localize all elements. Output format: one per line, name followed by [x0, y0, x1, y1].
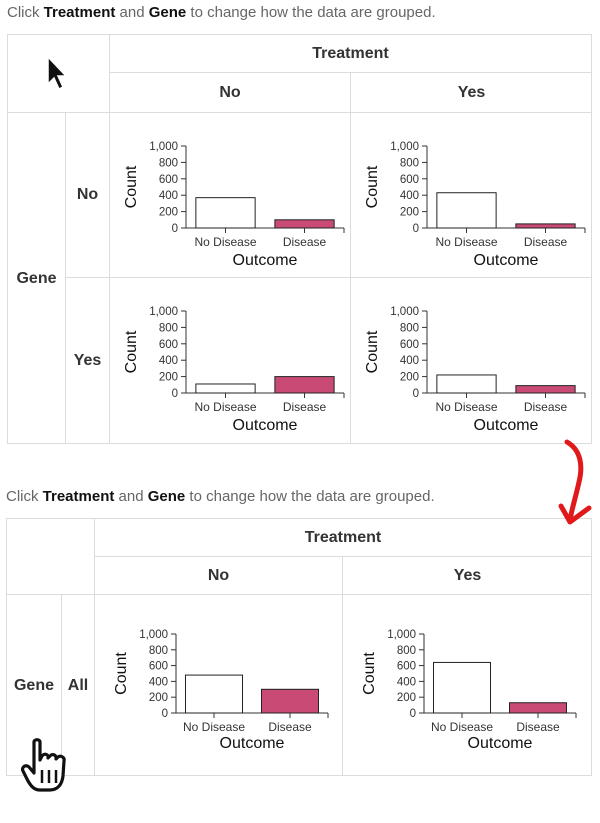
y-tick-label: 1,000 — [149, 306, 178, 318]
row-label-all: All — [62, 595, 95, 776]
bar-disease — [274, 219, 335, 229]
y-tick-label: 400 — [400, 355, 419, 367]
x-axis-label: Outcome — [233, 252, 298, 269]
col-label-yes: Yes — [351, 73, 592, 113]
x-tick-label: Disease — [524, 400, 568, 414]
x-tick-label: Disease — [268, 720, 312, 734]
y-tick-label: 400 — [159, 190, 178, 202]
y-tick-label: 200 — [149, 692, 168, 704]
x-tick-label: No Disease — [435, 235, 497, 249]
y-tick-label: 200 — [400, 207, 419, 219]
gene-header[interactable]: Gene — [8, 113, 66, 444]
y-tick-label: 0 — [410, 708, 416, 720]
y-tick-label: 0 — [413, 388, 419, 400]
y-tick-label: 800 — [159, 157, 178, 169]
y-tick-label: 600 — [159, 339, 178, 351]
y-tick-label: 400 — [400, 190, 419, 202]
facet-grid-2: Treatment No Yes Gene All — [6, 518, 592, 776]
y-tick-label: 200 — [397, 692, 416, 704]
y-tick-label: 200 — [400, 372, 419, 384]
red-transition-arrow-icon — [558, 439, 592, 525]
bar-disease — [515, 385, 576, 394]
facet-grid-1: Treatment No Yes Gene No Yes — [7, 34, 592, 444]
x-tick-label: No Disease — [194, 235, 256, 249]
x-axis-label: Outcome — [468, 735, 533, 752]
y-tick-label: 200 — [159, 207, 178, 219]
treatment-header[interactable]: Treatment — [95, 519, 592, 557]
bar-no-disease — [436, 374, 497, 394]
y-tick-label: 800 — [149, 645, 168, 657]
y-tick-label: 600 — [149, 661, 168, 673]
bar-disease — [274, 376, 335, 394]
x-tick-label: Disease — [283, 235, 327, 249]
chart-cell — [351, 113, 592, 278]
corner-cell — [7, 519, 95, 595]
y-tick-label: 0 — [413, 223, 419, 235]
y-tick-label: 400 — [159, 355, 178, 367]
chart-cell — [110, 113, 351, 278]
y-tick-label: 600 — [400, 339, 419, 351]
bar-no-disease — [185, 674, 243, 714]
y-tick-label: 1,000 — [387, 629, 416, 641]
y-tick-label: 400 — [149, 676, 168, 688]
bar-no-disease — [195, 383, 256, 394]
y-tick-label: 0 — [172, 388, 178, 400]
y-tick-label: 800 — [400, 157, 419, 169]
y-axis-label: Count — [123, 330, 140, 373]
y-tick-label: 1,000 — [139, 629, 168, 641]
hand-cursor-icon — [20, 738, 66, 792]
x-tick-label: Disease — [524, 235, 568, 249]
x-axis-label: Outcome — [220, 735, 285, 752]
bar-disease — [509, 702, 567, 714]
y-axis-label: Count — [123, 165, 140, 208]
bar-disease — [515, 223, 576, 229]
y-tick-label: 800 — [159, 322, 178, 334]
y-tick-label: 800 — [400, 322, 419, 334]
x-tick-label: No Disease — [435, 400, 497, 414]
instruction-text: Click Treatment and Gene to change how t… — [6, 488, 435, 505]
y-tick-label: 600 — [400, 174, 419, 186]
instruction-text: Click Treatment and Gene to change how t… — [7, 4, 436, 21]
x-tick-label: No Disease — [194, 400, 256, 414]
chart-cell — [110, 278, 351, 444]
x-tick-label: No Disease — [431, 720, 493, 734]
y-tick-label: 800 — [397, 645, 416, 657]
y-axis-label: Count — [364, 330, 381, 373]
y-tick-label: 400 — [397, 676, 416, 688]
y-tick-label: 0 — [172, 223, 178, 235]
bar-no-disease — [436, 192, 497, 229]
row-label-yes: Yes — [66, 278, 110, 444]
x-axis-label: Outcome — [474, 417, 539, 434]
y-tick-label: 1,000 — [390, 306, 419, 318]
bar-no-disease — [433, 661, 491, 714]
y-tick-label: 600 — [159, 174, 178, 186]
col-label-no: No — [95, 557, 343, 595]
chart-cell — [95, 595, 343, 776]
gene-header[interactable]: Gene — [7, 595, 62, 776]
bar-no-disease — [195, 197, 256, 229]
bar-disease — [261, 688, 319, 714]
x-tick-label: Disease — [283, 400, 327, 414]
y-axis-label: Count — [361, 652, 378, 695]
y-axis-label: Count — [364, 165, 381, 208]
row-label-no: No — [66, 113, 110, 278]
treatment-header[interactable]: Treatment — [110, 35, 592, 73]
col-label-no: No — [110, 73, 351, 113]
y-tick-label: 200 — [159, 372, 178, 384]
y-tick-label: 0 — [162, 708, 168, 720]
y-axis-label: Count — [113, 652, 130, 695]
x-tick-label: No Disease — [183, 720, 245, 734]
y-tick-label: 1,000 — [149, 141, 178, 153]
arrow-cursor-icon — [47, 55, 68, 91]
col-label-yes: Yes — [343, 557, 592, 595]
x-axis-label: Outcome — [474, 252, 539, 269]
y-tick-label: 1,000 — [390, 141, 419, 153]
y-tick-label: 600 — [397, 661, 416, 673]
x-axis-label: Outcome — [233, 417, 298, 434]
x-tick-label: Disease — [516, 720, 560, 734]
corner-cell — [8, 35, 110, 113]
